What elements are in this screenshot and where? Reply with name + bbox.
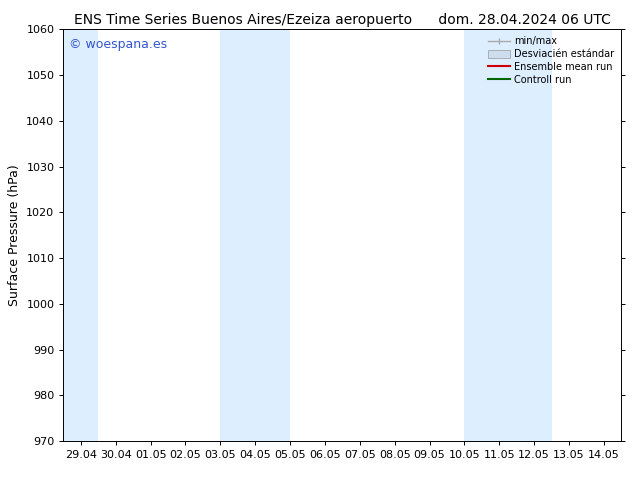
Bar <box>221 29 290 441</box>
Title: ENS Time Series Buenos Aires/Ezeiza aeropuerto      dom. 28.04.2024 06 UTC: ENS Time Series Buenos Aires/Ezeiza aero… <box>74 13 611 27</box>
Legend: min/max, Desviacién estándar, Ensemble mean run, Controll run: min/max, Desviacién estándar, Ensemble m… <box>484 32 618 89</box>
Bar <box>464 29 552 441</box>
Bar <box>63 29 98 441</box>
Y-axis label: Surface Pressure (hPa): Surface Pressure (hPa) <box>8 164 21 306</box>
Text: © woespana.es: © woespana.es <box>69 38 167 50</box>
